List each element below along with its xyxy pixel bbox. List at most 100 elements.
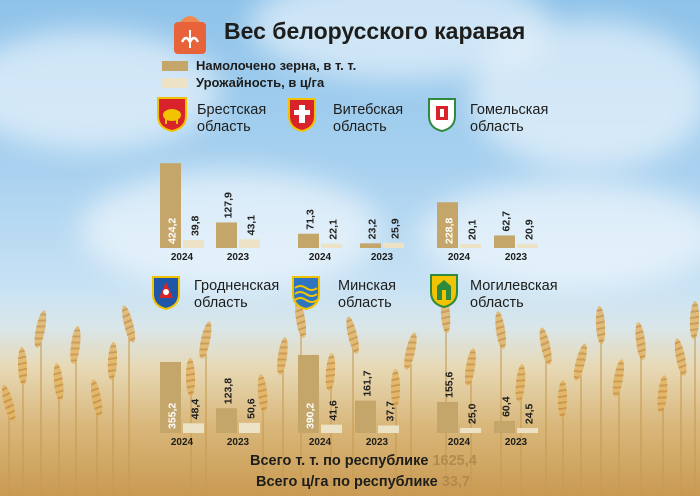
bar-yield [517,428,538,433]
bar-yield [460,243,481,248]
wheat-stalk [282,369,284,496]
region-type: область [333,119,387,135]
bar-harvest [355,400,376,433]
total-yield-value: 33,7 [441,474,470,490]
bar-label-yield: 39,8 [190,215,202,236]
total-yield-label: Всего ц/га по республике [256,474,438,490]
year-label: 2024 [171,252,194,263]
bar-yield [183,240,204,248]
wheat-stalk [58,395,60,496]
mogilev-emblem-icon [430,274,458,308]
brest-emblem-icon [157,97,187,132]
bar-label-harvest: 155,6 [444,371,456,397]
wheat-stalk [680,370,682,496]
year-label: 2023 [371,252,394,263]
bar-harvest [216,222,237,248]
legend-label-harvest: Намолочено зерна, в т. т. [196,58,357,73]
bar-label-yield: 43,1 [246,215,258,236]
bar-label-harvest: 23,2 [367,219,379,240]
wheat-stalk [562,412,564,496]
bar-label-yield: 48,4 [190,399,202,420]
region-label-vitebsk: Витебская область [333,102,403,136]
grain-sack-icon [174,16,206,54]
region-label-mogilev: Могилевская область [470,278,558,312]
region-name: Витебская [333,102,404,118]
region-name: Брестская [197,102,267,118]
bar-harvest [160,361,181,433]
region-type: область [470,119,524,135]
wheat-stalk [500,343,502,496]
bar-yield [383,242,404,248]
wheat-stalk [22,379,24,496]
bar-label-harvest: 355,2 [167,403,179,429]
wheat-stalk [205,353,207,496]
bar-label-yield: 41,6 [328,400,340,421]
year-label: 2024 [448,252,471,263]
wheat-stalk [618,391,620,496]
bar-label-yield: 22,1 [328,219,340,240]
wheat-stalk [96,411,98,496]
year-label: 2023 [227,437,250,448]
wheat-stalk [694,333,696,496]
bar-yield [239,422,260,433]
year-label: 2023 [227,252,250,263]
bar-yield [321,424,342,433]
legend-swatch-harvest [162,60,188,71]
year-label: 2024 [309,252,332,263]
bar-harvest [494,420,515,433]
legend-label-yield: Урожайность, в ц/га [196,75,325,90]
bar-label-harvest: 123,8 [223,378,235,404]
legend-item-harvest: Намолочено зерна, в т. т. [162,58,356,73]
wheat-stalk [640,354,642,496]
chart-title: Вес белорусского каравая [224,18,526,44]
wheat-stalk [662,407,664,496]
vitebsk-emblem-icon [288,98,316,132]
bar-harvest [360,243,381,248]
bar-harvest [437,401,458,433]
wheat-stalk [112,374,114,496]
wheat-stalk [410,364,412,496]
bar-label-harvest: 127,9 [223,192,235,218]
year-label: 2024 [309,437,332,448]
wheat-stalk [190,390,192,496]
bar-label-harvest: 71,3 [305,209,317,230]
year-label: 2023 [505,252,528,263]
minsk-emblem-icon [292,276,320,310]
total-harvest-label: Всего т. т. по республике [250,453,429,469]
wheat-stalk [545,359,547,496]
region-name: Минская [338,278,397,294]
total-harvest-value: 1625,4 [432,453,477,469]
wheat-field-background [0,296,700,496]
bar-yield [460,428,481,433]
bar-label-harvest: 228,8 [444,218,456,244]
region-type: область [194,295,248,311]
region-name: Гродненская [194,278,280,294]
year-label: 2024 [171,437,194,448]
bar-harvest [298,233,319,248]
bar-yield [378,425,399,433]
bar-yield [183,423,204,433]
gomel-emblem-icon [428,98,456,132]
region-label-brest: Брестская область [197,102,266,136]
bar-label-harvest: 62,7 [501,211,513,232]
wheat-stalk [520,396,522,496]
bar-yield [239,239,260,248]
legend-item-yield: Урожайность, в ц/га [162,75,324,90]
wheat-stalk [40,342,42,496]
bar-yield [517,243,538,248]
bar-label-harvest: 60,4 [501,396,513,417]
year-label: 2023 [366,437,389,448]
bar-label-yield: 50,6 [246,398,258,419]
bar-label-yield: 20,1 [467,219,479,240]
bar-label-harvest: 390,2 [305,403,317,429]
total-harvest: Всего т. т. по республике 1625,4 [250,453,477,469]
region-label-gomel: Гомельская область [470,102,548,136]
bar-label-harvest: 161,7 [362,370,374,396]
wheat-stalk [470,380,472,496]
bar-harvest [160,163,181,248]
bar-yield [321,243,342,248]
bar-label-yield: 24,5 [524,404,536,425]
year-label: 2023 [505,437,528,448]
wheat-stalk [262,406,264,496]
